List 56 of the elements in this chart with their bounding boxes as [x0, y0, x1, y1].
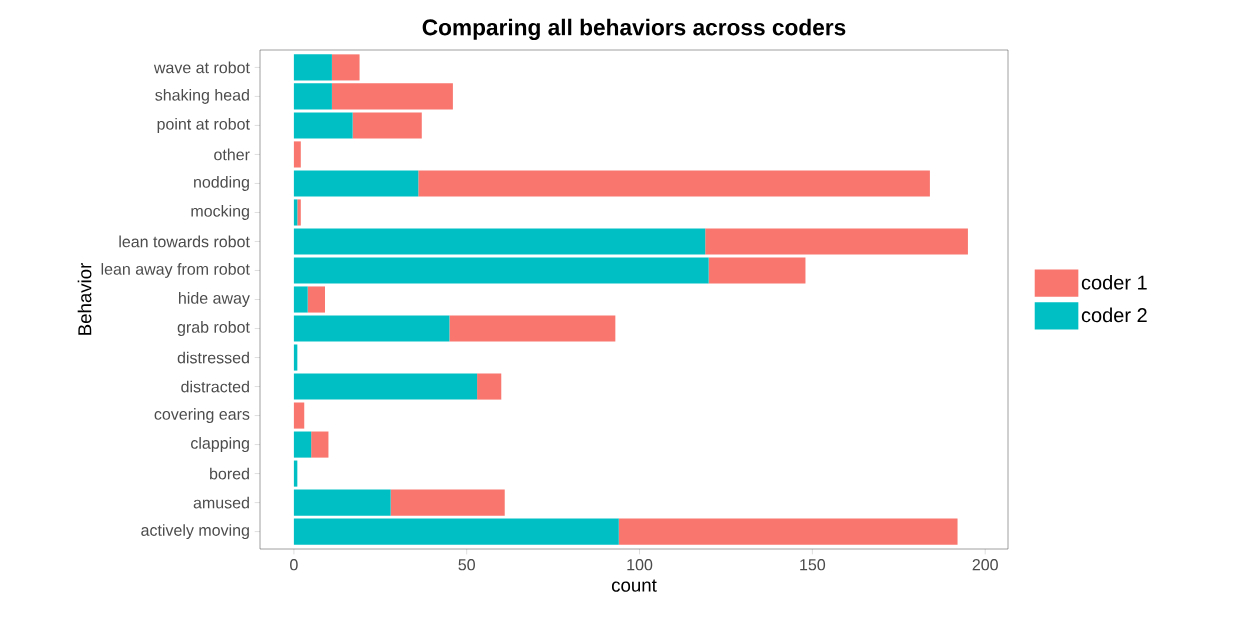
y-axis-title: Behavior: [77, 262, 92, 335]
bar: [293, 315, 450, 342]
bar: [293, 112, 353, 139]
y-tick-label: shaking head: [155, 88, 249, 104]
bar: [618, 518, 958, 545]
bar: [293, 373, 478, 400]
y-tick-label: other: [214, 148, 250, 161]
y-tick-label: nodding: [194, 176, 249, 191]
bar: [311, 431, 329, 458]
bar: [293, 54, 332, 81]
y-tick-label: distressed: [177, 351, 249, 364]
x-tick-label: 150: [800, 559, 826, 571]
y-tick-label: clapping: [191, 437, 249, 453]
bar: [477, 373, 502, 400]
bar: [307, 286, 325, 313]
bar: [293, 141, 301, 168]
bar: [390, 489, 505, 516]
bar: [293, 199, 298, 226]
y-tick-label: grab robot: [177, 321, 250, 336]
y-tick-label: distracted: [181, 380, 249, 393]
x-tick-label: 0: [290, 559, 298, 571]
x-tick-label: 50: [458, 559, 475, 571]
legend-label: coder 1: [1081, 274, 1147, 290]
y-tick-label: lean away from robot: [101, 263, 250, 278]
bar: [352, 112, 422, 139]
bar: [293, 170, 419, 197]
bar: [293, 228, 706, 255]
bar: [293, 286, 308, 313]
bar: [293, 257, 709, 284]
bar: [293, 489, 391, 516]
bar: [708, 257, 806, 284]
y-tick-label: wave at robot: [153, 61, 250, 74]
bar: [293, 344, 298, 371]
bar: [293, 83, 332, 110]
y-tick-label: mocking: [191, 205, 249, 220]
x-tick-label: 200: [972, 559, 998, 571]
bar: [331, 54, 360, 81]
y-tick-label: amused: [193, 496, 249, 509]
y-tick-label: lean towards robot: [119, 235, 250, 248]
y-tick-label: covering ears: [154, 408, 250, 424]
x-axis-title: count: [611, 579, 657, 592]
bar: [705, 228, 968, 255]
y-tick-label: point at robot: [157, 117, 250, 133]
bar: [293, 518, 619, 545]
y-tick-label: actively moving: [141, 524, 249, 540]
bar: [331, 83, 453, 110]
y-tick-label: bored: [210, 467, 249, 480]
y-tick-label: hide away: [179, 292, 250, 307]
bar: [293, 431, 312, 458]
x-tick-label: 100: [627, 559, 653, 571]
bar: [418, 170, 930, 197]
bar: [293, 402, 305, 429]
bar: [297, 199, 301, 226]
bar: [449, 315, 616, 342]
legend-label: coder 2: [1081, 307, 1147, 323]
chart-title: Comparing all behaviors across coders: [422, 18, 846, 40]
